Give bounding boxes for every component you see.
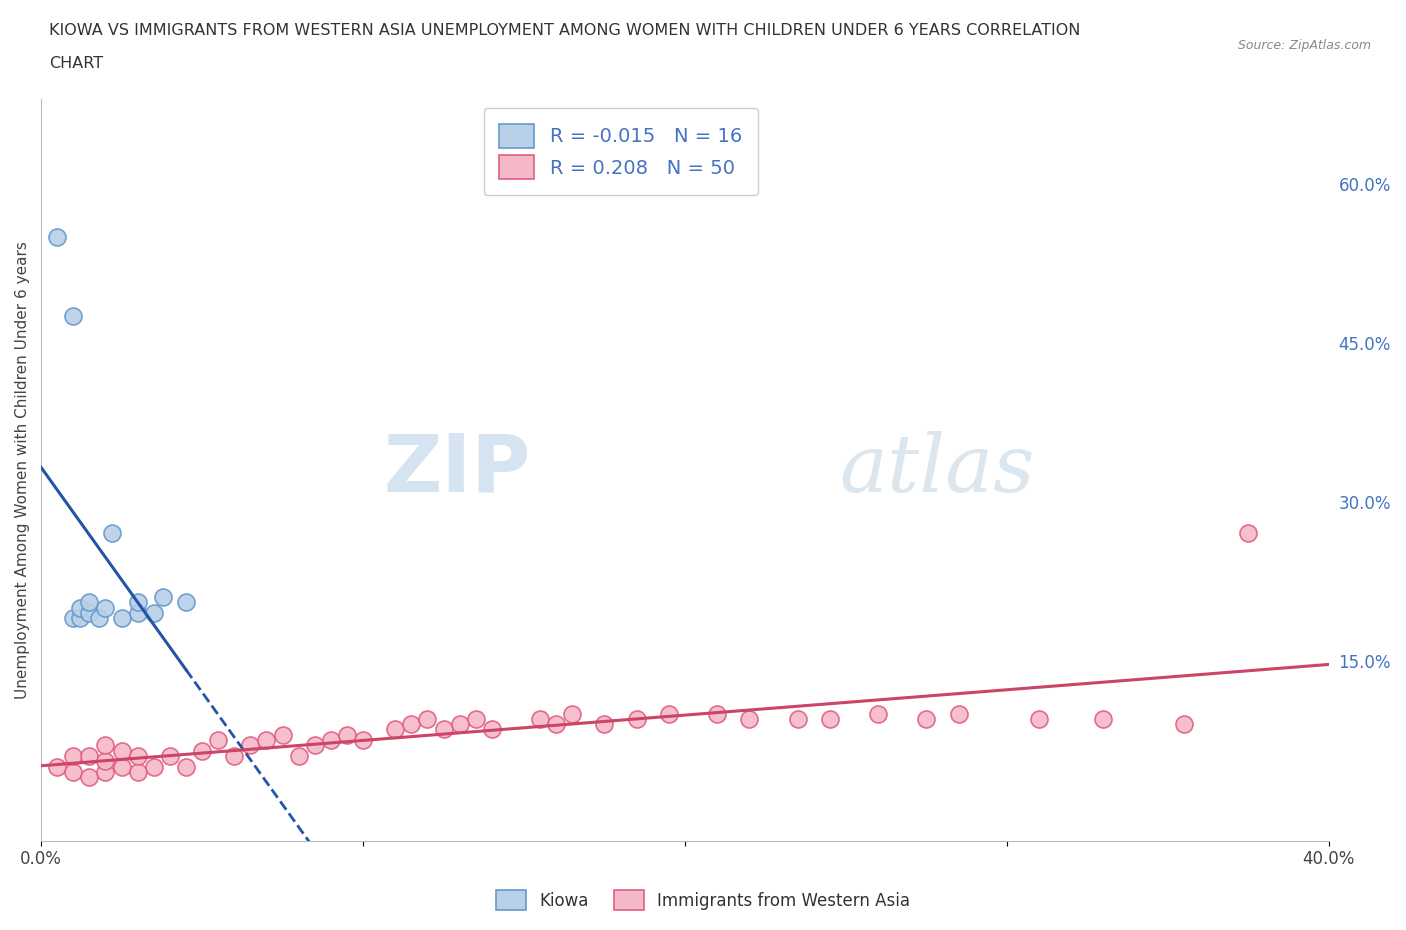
Point	[738, 711, 761, 726]
Point	[287, 749, 309, 764]
Point	[79, 595, 101, 610]
Text: Source: ZipAtlas.com: Source: ZipAtlas.com	[1237, 39, 1371, 52]
Y-axis label: Unemployment Among Women with Children Under 6 years: Unemployment Among Women with Children U…	[15, 241, 30, 698]
Point	[948, 706, 970, 721]
Point	[626, 711, 648, 726]
Point	[79, 605, 101, 620]
Point	[174, 759, 197, 774]
Point	[87, 611, 110, 626]
Point	[152, 590, 174, 604]
Point	[94, 737, 117, 752]
Point	[239, 737, 262, 752]
Point	[593, 717, 616, 732]
Point	[110, 759, 132, 774]
Point	[142, 759, 165, 774]
Point	[69, 600, 91, 615]
Point	[127, 595, 149, 610]
Point	[449, 717, 471, 732]
Point	[432, 722, 454, 737]
Text: atlas: atlas	[839, 431, 1035, 509]
Point	[62, 749, 84, 764]
Point	[1237, 525, 1260, 540]
Point	[69, 611, 91, 626]
Point	[94, 754, 117, 769]
Point	[256, 733, 278, 748]
Point	[127, 605, 149, 620]
Point	[62, 309, 84, 324]
Point	[127, 749, 149, 764]
Point	[110, 611, 132, 626]
Point	[352, 733, 374, 748]
Point	[207, 733, 229, 748]
Point	[304, 737, 326, 752]
Point	[1173, 717, 1195, 732]
Point	[384, 722, 406, 737]
Point	[706, 706, 728, 721]
Point	[174, 595, 197, 610]
Point	[915, 711, 938, 726]
Point	[224, 749, 246, 764]
Point	[127, 764, 149, 779]
Point	[868, 706, 890, 721]
Text: ZIP: ZIP	[384, 431, 530, 509]
Point	[94, 600, 117, 615]
Point	[159, 749, 181, 764]
Point	[62, 611, 84, 626]
Point	[464, 711, 486, 726]
Text: KIOWA VS IMMIGRANTS FROM WESTERN ASIA UNEMPLOYMENT AMONG WOMEN WITH CHILDREN UND: KIOWA VS IMMIGRANTS FROM WESTERN ASIA UN…	[49, 23, 1081, 38]
Point	[1028, 711, 1050, 726]
Legend: R = -0.015   N = 16, R = 0.208   N = 50: R = -0.015 N = 16, R = 0.208 N = 50	[484, 109, 758, 194]
Point	[271, 727, 294, 742]
Point	[546, 717, 568, 732]
Point	[101, 525, 124, 540]
Point	[561, 706, 583, 721]
Point	[1092, 711, 1115, 726]
Point	[62, 764, 84, 779]
Point	[658, 706, 681, 721]
Point	[481, 722, 503, 737]
Point	[529, 711, 551, 726]
Point	[319, 733, 342, 748]
Point	[401, 717, 423, 732]
Point	[79, 749, 101, 764]
Point	[336, 727, 359, 742]
Point	[416, 711, 439, 726]
Point	[46, 229, 69, 244]
Point	[110, 743, 132, 758]
Point	[79, 770, 101, 785]
Point	[818, 711, 841, 726]
Point	[786, 711, 808, 726]
Point	[94, 764, 117, 779]
Text: CHART: CHART	[49, 56, 103, 71]
Point	[191, 743, 214, 758]
Point	[46, 759, 69, 774]
Point	[142, 605, 165, 620]
Legend: Kiowa, Immigrants from Western Asia: Kiowa, Immigrants from Western Asia	[489, 884, 917, 917]
